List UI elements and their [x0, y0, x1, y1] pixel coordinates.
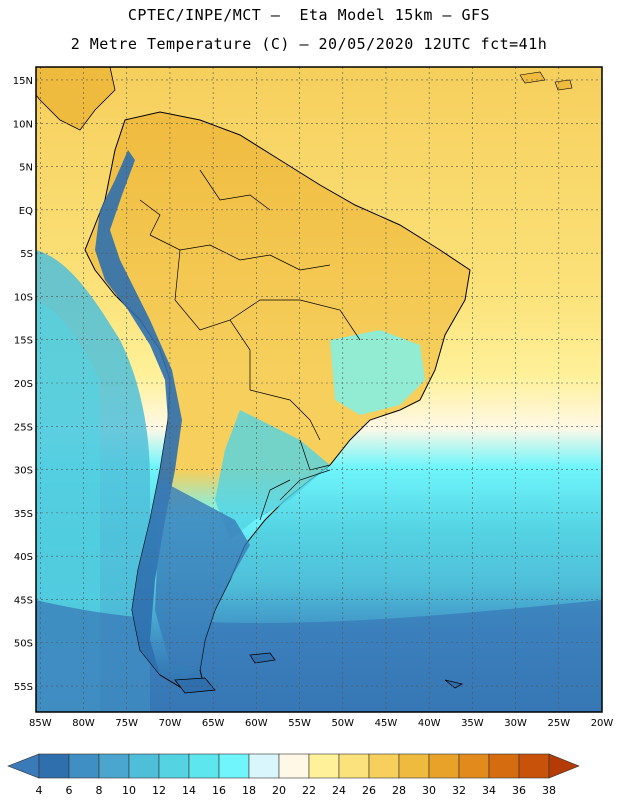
- central-america-land: [36, 67, 116, 131]
- lon-label: 30W: [504, 718, 527, 729]
- latitude-labels: 15N 10N 5N EQ 5S 10S 15S 20S 25S 30S 35S 40S 45S 50S 5…: [13, 76, 33, 693]
- colorbar-label: 26: [362, 784, 376, 797]
- colorbar-label: 32: [452, 784, 466, 797]
- pampas-cool-patch: [215, 410, 330, 540]
- lat-label: 50S: [14, 639, 33, 650]
- colorbar-swatch: [98, 753, 130, 779]
- colorbar-swatch: [308, 753, 340, 779]
- lat-lon-grid: [36, 67, 603, 712]
- lon-label: 20W: [591, 718, 614, 729]
- colorbar-label: 8: [96, 784, 103, 797]
- colorbar-swatch: [518, 753, 550, 779]
- colorbar-swatch: [38, 753, 70, 779]
- colorbar-arrow-left: [7, 753, 40, 779]
- colorbar-swatch: [248, 753, 280, 779]
- falkland-islands: [249, 652, 276, 664]
- colorbar-swatch: [338, 753, 370, 779]
- lon-label: 50W: [331, 718, 354, 729]
- colorbar-label: 30: [422, 784, 436, 797]
- country-borders: [139, 169, 361, 521]
- lat-label: 5S: [20, 249, 33, 260]
- lon-label: 85W: [29, 718, 52, 729]
- lat-label: EQ: [19, 206, 33, 217]
- temperature-map: 15N 10N 5N EQ 5S 10S 15S 20S 25S 30S 35S 40S 45S 50S 5…: [13, 66, 613, 729]
- colorbar-label: 10: [122, 784, 136, 797]
- colorbar-swatch: [218, 753, 250, 779]
- lat-label: 25S: [14, 422, 33, 433]
- colorbar-label: 14: [182, 784, 196, 797]
- caribbean-islands: [519, 71, 573, 91]
- lat-label: 55S: [14, 682, 33, 693]
- lon-label: 35W: [461, 718, 484, 729]
- lat-label: 30S: [14, 466, 33, 477]
- lon-label: 80W: [72, 718, 95, 729]
- colorbar-label: 20: [272, 784, 286, 797]
- colorbar-label: 24: [332, 784, 346, 797]
- map-title-line-2: 2 Metre Temperature (C) – 20/05/2020 12U…: [70, 35, 548, 53]
- colorbar-label: 38: [542, 784, 556, 797]
- colorbar-swatch: [368, 753, 400, 779]
- colorbar-swatch: [398, 753, 430, 779]
- colorbar-swatch: [128, 753, 160, 779]
- colorbar-arrow-right: [548, 753, 580, 779]
- lon-label: 45W: [375, 718, 398, 729]
- colorbar-label: 34: [482, 784, 496, 797]
- colorbar-label: 12: [152, 784, 166, 797]
- colorbar-label: 18: [242, 784, 256, 797]
- lat-label: 10N: [13, 119, 33, 130]
- colorbar-swatch: [458, 753, 490, 779]
- lat-label: 15S: [14, 336, 33, 347]
- colorbar-swatch: [488, 753, 520, 779]
- tierra-del-fuego: [174, 677, 216, 694]
- lon-label: 55W: [288, 718, 311, 729]
- colorbar-label: 36: [512, 784, 526, 797]
- lat-label: 40S: [14, 552, 33, 563]
- lat-label: 15N: [13, 76, 33, 87]
- lat-label: 20S: [14, 379, 33, 390]
- colorbar-swatch: [188, 753, 220, 779]
- lat-label: 45S: [14, 595, 33, 606]
- lat-label: 5N: [19, 163, 33, 174]
- colorbar-label: 28: [392, 784, 406, 797]
- lon-label: 70W: [159, 718, 182, 729]
- lon-label: 75W: [115, 718, 138, 729]
- lon-label: 25W: [547, 718, 570, 729]
- colorbar-label: 16: [212, 784, 226, 797]
- colorbar-swatch: [158, 753, 190, 779]
- colorbar: 4 6 8 10 12 14 16 18 20 22 24 26 28 30 32 34 36 38: [7, 753, 580, 797]
- southern-brazil-cool-patch: [330, 330, 425, 415]
- lon-label: 65W: [202, 718, 225, 729]
- colorbar-swatch: [428, 753, 460, 779]
- longitude-labels: 85W 80W 75W 70W 65W 60W 55W 50W 45W 40W 35W 30W 25W 2…: [29, 718, 613, 729]
- map-title-line-1: CPTEC/INPE/MCT – Eta Model 15km – GFS: [127, 6, 491, 24]
- colorbar-swatch: [278, 753, 310, 779]
- colorbar-label: 6: [66, 784, 73, 797]
- patagonia-cold-patch: [155, 480, 250, 670]
- lon-label: 60W: [245, 718, 268, 729]
- lon-label: 40W: [418, 718, 441, 729]
- map-frame: [35, 66, 603, 713]
- colorbar-label: 4: [36, 784, 43, 797]
- colorbar-swatch: [68, 753, 100, 779]
- colorbar-label: 22: [302, 784, 316, 797]
- lat-label: 35S: [14, 509, 33, 520]
- lat-label: 10S: [14, 292, 33, 303]
